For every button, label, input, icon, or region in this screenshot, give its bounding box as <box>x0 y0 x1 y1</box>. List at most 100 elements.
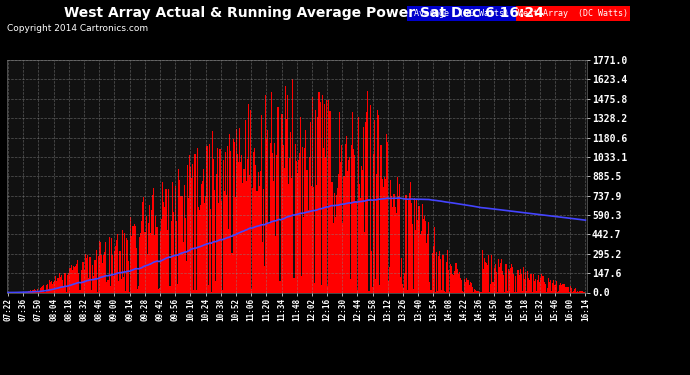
Bar <box>72 267 74 292</box>
Bar <box>371 251 372 292</box>
Bar <box>349 157 350 292</box>
Bar <box>319 102 321 292</box>
Bar <box>241 155 242 292</box>
Bar <box>273 181 274 292</box>
Bar <box>57 278 59 292</box>
Bar <box>111 238 112 292</box>
Bar <box>393 194 395 292</box>
Bar <box>328 100 329 292</box>
Bar <box>439 252 440 292</box>
Bar <box>352 112 353 292</box>
Bar <box>303 217 304 292</box>
Bar <box>400 277 401 292</box>
Bar <box>53 282 55 292</box>
Bar <box>502 271 503 292</box>
Bar <box>461 279 462 292</box>
Bar <box>175 186 176 292</box>
Bar <box>426 243 427 292</box>
Bar <box>385 179 386 292</box>
Bar <box>413 290 414 292</box>
Bar <box>217 148 219 292</box>
Bar <box>486 263 487 292</box>
Bar <box>42 286 43 292</box>
Bar <box>414 198 415 292</box>
Bar <box>263 189 264 292</box>
Bar <box>386 134 387 292</box>
Bar <box>206 146 208 292</box>
Bar <box>420 234 421 292</box>
Bar <box>138 285 139 292</box>
Text: West Array  (DC Watts): West Array (DC Watts) <box>518 9 628 18</box>
Bar <box>373 154 374 292</box>
Bar <box>403 288 404 292</box>
Bar <box>276 155 277 292</box>
Bar <box>253 152 255 292</box>
Bar <box>465 282 466 292</box>
Bar <box>533 274 534 292</box>
Bar <box>317 117 319 292</box>
Bar <box>453 275 455 292</box>
Bar <box>75 266 76 292</box>
Bar <box>180 196 181 292</box>
Bar <box>306 170 308 292</box>
Bar <box>200 205 201 292</box>
Bar <box>78 273 79 292</box>
Bar <box>223 160 224 292</box>
Bar <box>157 289 159 292</box>
Bar <box>174 256 175 292</box>
Bar <box>247 159 248 292</box>
Bar <box>452 274 453 292</box>
Bar <box>548 278 549 292</box>
Bar <box>478 291 480 292</box>
Bar <box>141 221 142 292</box>
Bar <box>123 277 124 292</box>
Bar <box>451 266 452 292</box>
Bar <box>250 110 251 292</box>
Bar <box>185 217 186 292</box>
Bar <box>274 143 275 292</box>
Bar <box>544 284 546 292</box>
Bar <box>408 193 410 292</box>
Bar <box>238 162 239 292</box>
Bar <box>64 273 65 292</box>
Bar <box>65 273 66 292</box>
Bar <box>102 263 103 292</box>
Bar <box>464 279 465 292</box>
Bar <box>555 281 557 292</box>
Bar <box>227 146 228 292</box>
Bar <box>98 256 99 292</box>
Bar <box>440 258 442 292</box>
Bar <box>436 252 437 292</box>
Bar <box>92 265 93 292</box>
Bar <box>325 157 326 292</box>
Bar <box>397 177 398 292</box>
Bar <box>540 278 542 292</box>
Bar <box>316 185 317 292</box>
Bar <box>526 291 527 292</box>
Bar <box>262 242 263 292</box>
Bar <box>127 240 128 292</box>
Bar <box>515 276 516 292</box>
Bar <box>275 236 276 292</box>
Bar <box>59 277 61 292</box>
Bar <box>252 188 253 292</box>
Bar <box>374 120 375 292</box>
Bar <box>106 282 108 292</box>
Bar <box>131 236 132 292</box>
Bar <box>391 195 393 292</box>
Bar <box>183 242 184 292</box>
Bar <box>506 291 508 292</box>
Bar <box>290 132 291 292</box>
Bar <box>370 105 371 292</box>
Bar <box>395 213 397 292</box>
Bar <box>368 291 370 292</box>
Bar <box>214 190 215 292</box>
Bar <box>213 159 214 292</box>
Bar <box>86 258 87 292</box>
Bar <box>424 216 425 292</box>
Bar <box>255 165 257 292</box>
Bar <box>570 286 571 292</box>
Bar <box>30 290 31 292</box>
Bar <box>388 281 389 292</box>
Bar <box>251 288 252 292</box>
